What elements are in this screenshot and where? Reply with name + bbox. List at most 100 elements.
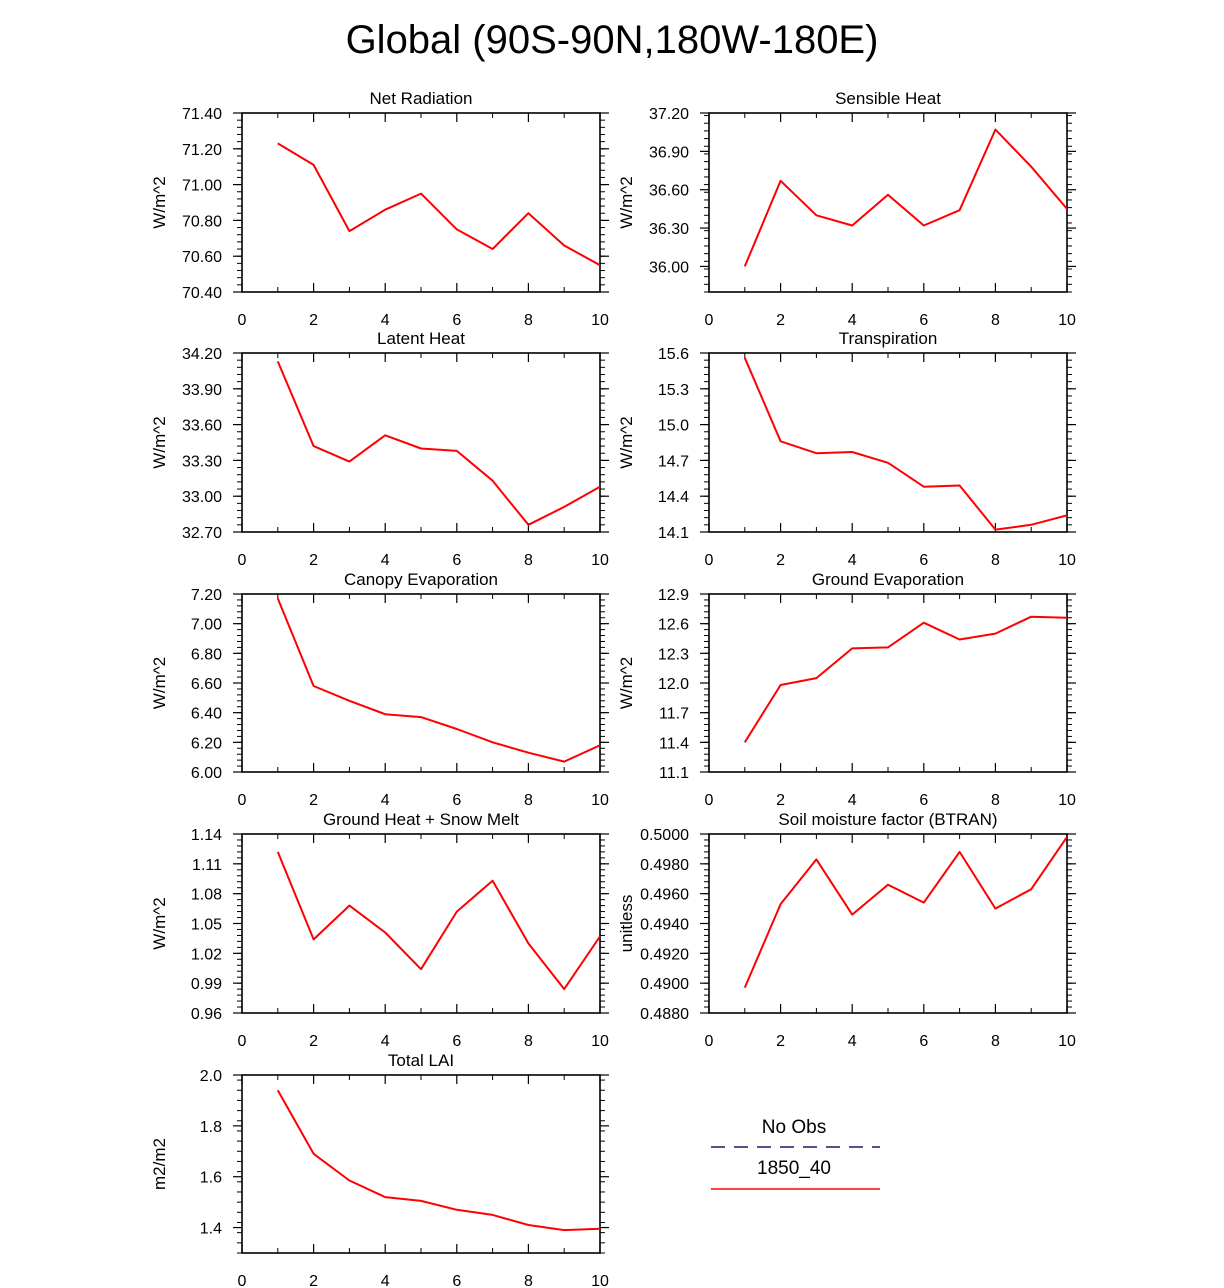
y-tick-label: 33.60 [182, 418, 222, 435]
panel-6: 0 2 4 6 8 10 11.1 11.4 11.7 12.0 12.3 12.6 12.9 Groun… [617, 570, 1076, 809]
x-tick-label: 4 [381, 1273, 390, 1288]
y-tick-label: 11.7 [659, 706, 689, 723]
panel-title: Soil moisture factor (BTRAN) [778, 810, 997, 829]
panel-frame [241, 1074, 601, 1254]
panel-frame [241, 352, 601, 533]
x-tick-label: 10 [1058, 312, 1076, 329]
x-tick-label: 10 [591, 1273, 609, 1288]
panel-title: Ground Heat + Snow Melt [323, 810, 519, 829]
y-tick-label: 12.9 [658, 587, 689, 604]
x-tick-label: 0 [705, 1033, 714, 1050]
x-tick-label: 2 [776, 552, 785, 569]
panel-frame [241, 593, 601, 773]
y-tick-label: 15.0 [658, 418, 689, 435]
panel-title: Latent Heat [377, 329, 465, 348]
x-tick-label: 4 [381, 792, 390, 809]
x-tick-label: 8 [991, 792, 1000, 809]
y-tick-label: 0.4960 [640, 887, 689, 904]
panel-7: 0 2 4 6 8 10 0.96 0.99 1.02 1.05 1.08 1.11 1.14 Groun… [150, 810, 609, 1050]
y-tick-label: 0.4920 [640, 946, 689, 963]
y-tick-label: 0.4900 [640, 976, 689, 993]
panel-8: 0 2 4 6 8 10 0.4880 0.4900 0.4920 0.4940 0.4960 0.4… [617, 810, 1076, 1050]
y-tick-label: 12.0 [658, 676, 689, 693]
x-tick-label: 6 [452, 1033, 461, 1050]
y-tick-label: 33.00 [182, 489, 222, 506]
y-tick-label: 33.30 [182, 453, 222, 470]
y-tick-label: 1.14 [191, 827, 222, 844]
x-tick-label: 10 [591, 312, 609, 329]
panel-frame [708, 352, 1068, 533]
y-axis-label: W/m^2 [150, 657, 169, 709]
legend-case-label: 1850_40 [757, 1158, 831, 1179]
y-tick-label: 1.8 [200, 1119, 222, 1136]
y-tick-label: 0.4980 [640, 857, 689, 874]
panel-2: 0 2 4 6 8 10 36.00 36.30 36.60 36.90 37.20 Sensible… [617, 89, 1076, 329]
y-tick-label: 6.20 [191, 735, 222, 752]
y-tick-label: 0.96 [191, 1006, 222, 1023]
panel-frame [708, 593, 1068, 773]
x-tick-label: 4 [381, 552, 390, 569]
y-tick-label: 36.30 [649, 221, 689, 238]
x-tick-label: 4 [848, 1033, 857, 1050]
y-axis-label: W/m^2 [150, 897, 169, 949]
y-tick-label: 70.80 [182, 213, 222, 230]
panel-frame [708, 833, 1068, 1014]
y-tick-label: 33.90 [182, 382, 222, 399]
x-tick-label: 8 [524, 1273, 533, 1288]
y-tick-label: 6.00 [191, 765, 222, 782]
panel-frame [241, 833, 601, 1014]
y-tick-label: 14.1 [658, 525, 689, 542]
y-tick-label: 0.4940 [640, 917, 689, 934]
x-tick-label: 6 [919, 552, 928, 569]
x-tick-label: 8 [524, 312, 533, 329]
x-tick-label: 8 [524, 1033, 533, 1050]
y-tick-label: 14.7 [658, 453, 689, 470]
y-tick-label: 71.40 [182, 106, 222, 123]
y-tick-label: 0.99 [191, 976, 222, 993]
panel-9: 0 2 4 6 8 10 1.4 1.6 1.8 2.0 Total LAI m2/m2 [150, 1051, 609, 1288]
y-tick-label: 1.05 [191, 917, 222, 934]
y-tick-label: 1.11 [192, 857, 222, 874]
panel-1: 0 2 4 6 8 10 70.40 70.60 70.80 71.00 71.20 71.40 Net… [150, 89, 609, 329]
y-axis-label: W/m^2 [617, 657, 636, 709]
y-tick-label: 1.4 [200, 1221, 222, 1238]
x-tick-label: 0 [705, 552, 714, 569]
y-tick-label: 14.4 [658, 489, 689, 506]
y-tick-label: 1.6 [200, 1170, 222, 1187]
x-tick-label: 0 [705, 312, 714, 329]
x-tick-label: 4 [848, 312, 857, 329]
x-tick-label: 2 [309, 1273, 318, 1288]
y-tick-label: 70.60 [182, 249, 222, 266]
y-tick-label: 11.1 [659, 765, 689, 782]
y-axis-label: W/m^2 [617, 416, 636, 468]
y-tick-label: 1.08 [191, 887, 222, 904]
series-line [743, 615, 1067, 743]
y-tick-label: 7.20 [191, 587, 222, 604]
x-tick-label: 2 [309, 1033, 318, 1050]
x-tick-label: 0 [238, 552, 247, 569]
x-tick-label: 6 [452, 792, 461, 809]
y-tick-label: 36.90 [649, 144, 689, 161]
y-tick-label: 6.80 [191, 646, 222, 663]
y-axis-label: W/m^2 [150, 176, 169, 228]
x-tick-label: 2 [309, 552, 318, 569]
x-tick-label: 0 [238, 792, 247, 809]
x-tick-label: 2 [309, 312, 318, 329]
panel-title: Total LAI [388, 1051, 454, 1070]
x-tick-label: 6 [452, 552, 461, 569]
x-tick-label: 10 [1058, 1033, 1076, 1050]
x-tick-label: 10 [591, 552, 609, 569]
y-tick-label: 7.00 [191, 617, 222, 634]
x-tick-label: 6 [919, 312, 928, 329]
series-line [277, 142, 600, 267]
x-tick-label: 0 [238, 1033, 247, 1050]
series-line [743, 128, 1067, 267]
y-tick-label: 12.6 [658, 617, 689, 634]
y-tick-label: 11.4 [659, 735, 689, 752]
panel-title: Sensible Heat [835, 89, 941, 108]
x-tick-label: 8 [991, 1033, 1000, 1050]
x-tick-label: 8 [524, 792, 533, 809]
y-tick-label: 6.60 [191, 676, 222, 693]
x-tick-label: 6 [452, 312, 461, 329]
x-tick-label: 8 [991, 312, 1000, 329]
